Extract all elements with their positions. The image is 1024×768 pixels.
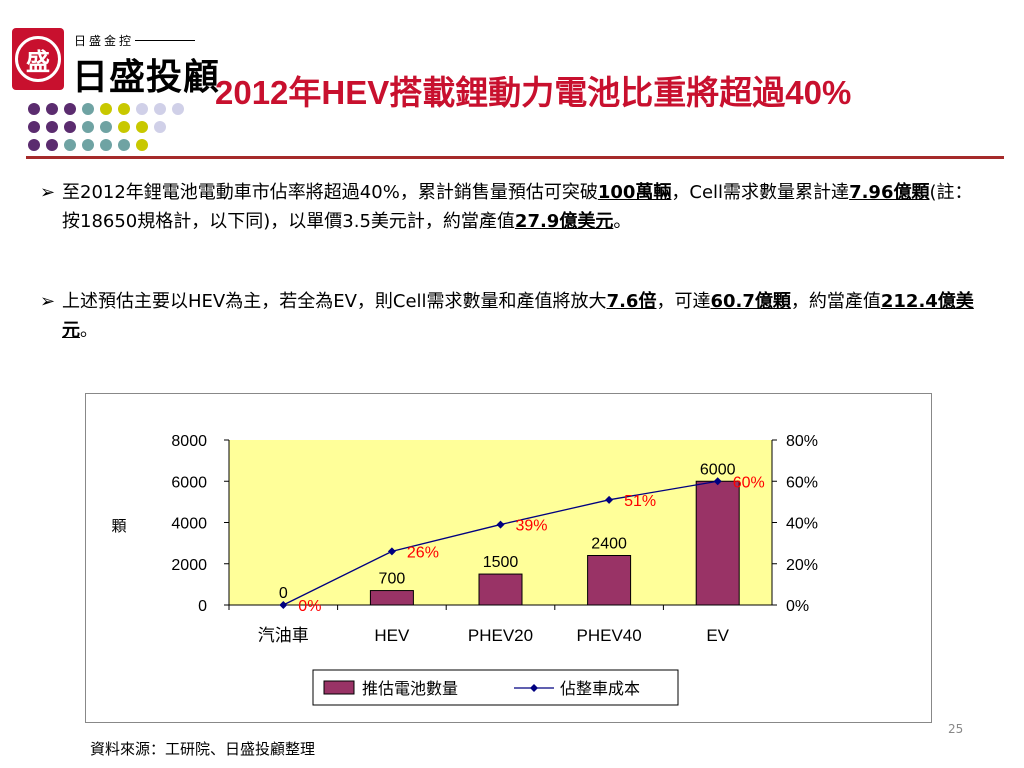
line-value-label: 39% [516, 518, 548, 535]
left-tick-label: 0 [198, 598, 207, 615]
bar [369, 590, 414, 606]
logo-seal: 盛 [15, 36, 61, 82]
line-point [279, 601, 288, 609]
paragraph-fragment: ，約當產值 [790, 291, 881, 312]
paragraph-fragment: 。 [613, 211, 632, 232]
bullet-arrow-icon: ➢ [40, 182, 56, 203]
bullet-arrow-icon: ➢ [40, 291, 56, 312]
highlight-figure: 7.6倍 [606, 291, 657, 312]
x-tick-label: 汽油車 [258, 626, 309, 645]
dot [100, 121, 112, 133]
dot [100, 139, 112, 151]
logo-small-text: 日盛金控 [74, 34, 135, 48]
dot [28, 121, 40, 133]
bar [587, 555, 632, 606]
dot [136, 139, 148, 151]
highlight-figure: 27.9億美元 [514, 211, 614, 232]
legend-line-marker [530, 684, 538, 692]
line-point [713, 477, 722, 486]
highlight-figure: 100萬輛 [597, 182, 672, 203]
line-point [496, 520, 505, 529]
source-note: 資料來源：工研院、日盛投顧整理 [90, 740, 316, 758]
dot [64, 121, 76, 133]
highlight-figure: 7.96億顆 [849, 182, 930, 203]
bar-value-label: 6000 [700, 461, 736, 478]
chart-container: 0 2000 4000 6000 8000 0% 20% 40% 60% 80% 顆汽油車 0 HEV 7… [85, 393, 932, 723]
line-value-label: 0% [298, 598, 321, 615]
logo-big-text: 日盛投顧 [72, 57, 221, 98]
left-tick-label: 2000 [171, 557, 207, 574]
dot [154, 103, 166, 115]
x-tick-label: HEV [374, 626, 410, 645]
y-axis-label: 顆 [111, 518, 126, 535]
bar-value-label: 2400 [591, 536, 627, 553]
legend-bar-swatch [323, 680, 355, 695]
bar-value-label: 700 [379, 571, 406, 588]
line-value-label: 26% [407, 544, 439, 561]
paragraph-fragment: 上述預估主要以HEV為主，若全為EV，則Cell需求數量和產值將放大 [62, 291, 607, 312]
right-tick-label: 0% [786, 598, 809, 615]
dot [118, 139, 130, 151]
paragraph-fragment: 至2012年鋰電池電動車市佔率將超過40%，累計銷售量預估可突破 [62, 182, 598, 203]
bar [695, 480, 740, 606]
right-tick-label: 40% [786, 516, 818, 533]
dot [136, 121, 148, 133]
logo-divider [135, 40, 195, 41]
dot [64, 103, 76, 115]
paragraph-fragment: (註：按18650規格計，以下同)，以單價3.5美元計，約當產值 [62, 182, 973, 232]
bar-value-label: 0 [279, 585, 288, 602]
left-tick-label: 8000 [171, 433, 207, 450]
page-title: 2012年HEV搭載鋰動力電池比重將超過40% [215, 74, 852, 111]
line-point [387, 547, 396, 556]
dot [100, 103, 112, 115]
title-divider [26, 156, 1004, 159]
company-logo: 盛 [12, 28, 64, 90]
paragraph-text: 至2012年鋰電池電動車市佔率將超過40%，累計銷售量預估可突破100萬輛，Ce… [40, 178, 980, 236]
paragraph-text: 上述預估主要以HEV為主，若全為EV，則Cell需求數量和產值將放大7.6倍，可… [40, 287, 980, 345]
x-tick-label: PHEV40 [576, 626, 641, 645]
highlight-figure: 60.7億顆 [710, 291, 791, 312]
left-tick-label: 6000 [171, 474, 207, 491]
legend-bar-label: 推估電池數量 [362, 680, 458, 698]
highlight-figure: 212.4億美元 [62, 291, 974, 341]
dot [46, 121, 58, 133]
bullet-paragraph-1: ➢ 至2012年鋰電池電動車市佔率將超過40%，累計銷售量預估可突破100萬輛，… [40, 178, 980, 236]
right-tick-label: 80% [786, 433, 818, 450]
line-point [605, 495, 614, 504]
dot [82, 139, 94, 151]
right-tick-label: 60% [786, 474, 818, 491]
dot [46, 139, 58, 151]
paragraph-fragment: 。 [80, 320, 98, 341]
dot [82, 103, 94, 115]
dot [28, 139, 40, 151]
dot [64, 139, 76, 151]
x-tick-label: EV [706, 626, 729, 645]
dot [172, 103, 184, 115]
x-tick-label: PHEV20 [468, 626, 533, 645]
bar [478, 573, 523, 606]
dot [46, 103, 58, 115]
line-value-label: 51% [624, 493, 656, 510]
legend-line-label: 佔整車成本 [560, 680, 640, 698]
paragraph-fragment: ，Cell需求數量累計達 [671, 182, 850, 203]
dot [136, 103, 148, 115]
paragraph-fragment: ，可達 [656, 291, 711, 312]
bar-value-label: 1500 [483, 554, 519, 571]
dot [118, 121, 130, 133]
left-tick-label: 4000 [171, 516, 207, 533]
legend-box [312, 669, 679, 706]
line-value-label: 60% [733, 474, 765, 491]
right-tick-label: 20% [786, 557, 818, 574]
dot [28, 103, 40, 115]
dot [82, 121, 94, 133]
page-number: 25 [948, 722, 964, 736]
dot [154, 121, 166, 133]
dot [118, 103, 130, 115]
bullet-paragraph-2: ➢ 上述預估主要以HEV為主，若全為EV，則Cell需求數量和產值將放大7.6倍… [40, 287, 980, 345]
